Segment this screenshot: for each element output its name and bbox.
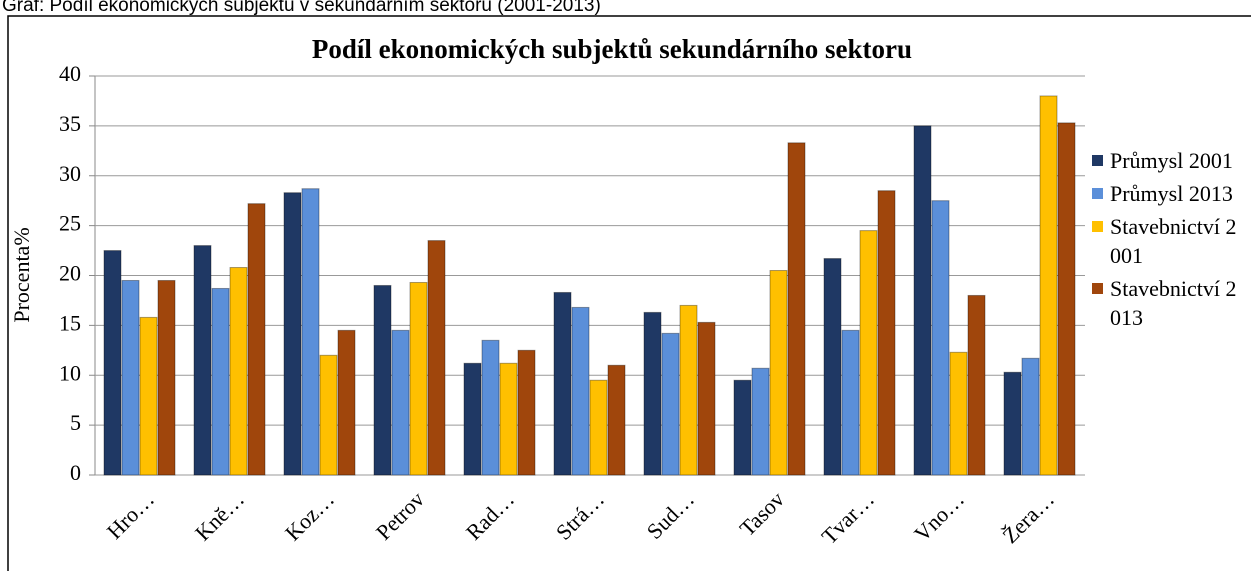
bar (769, 270, 788, 476)
y-tick-label: 40 (59, 61, 81, 86)
legend-label: Stavebnictví 2001 (1110, 214, 1237, 268)
legend-label: Průmysl 2013 (1110, 181, 1233, 206)
legend-swatch (1092, 221, 1103, 232)
bar (823, 258, 842, 476)
bar (1039, 95, 1058, 476)
x-tick-label: Koz… (280, 486, 339, 545)
legend: Průmysl 2001 Průmysl 2013 Stavebnictví 200… (1092, 146, 1237, 336)
chart-border (7, 15, 1251, 571)
bar (841, 329, 860, 476)
bar (301, 188, 320, 476)
bar (409, 281, 428, 476)
bar (589, 379, 608, 476)
bar (517, 349, 536, 476)
bar (607, 364, 626, 476)
bar (931, 200, 950, 476)
bar (949, 351, 968, 476)
bar (157, 279, 176, 476)
bar (463, 362, 482, 476)
y-tick-label: 10 (59, 360, 81, 385)
x-tick-label: Žera… (997, 486, 1059, 548)
bar (319, 354, 338, 476)
bar (733, 379, 752, 476)
bar (661, 332, 680, 476)
y-tick-label: 20 (59, 261, 81, 286)
x-tick-label: Vno… (909, 486, 969, 546)
bar (877, 190, 896, 476)
x-tick-label: Sud… (642, 486, 699, 543)
bar (499, 362, 518, 476)
bar (751, 367, 770, 476)
legend-entry: Stavebnictví 2001 (1092, 212, 1237, 270)
bar (1021, 357, 1040, 476)
bar (913, 125, 932, 476)
legend-swatch (1092, 283, 1103, 294)
legend-label: Stavebnictví 2013 (1110, 276, 1237, 330)
x-tick-label: Petrov (371, 486, 429, 544)
caption: Graf: Podíl ekonomických subjektů v seku… (2, 0, 601, 16)
bar (571, 306, 590, 476)
legend-label: Průmysl 2001 (1110, 148, 1233, 173)
x-tick-label: Tvar… (817, 486, 880, 549)
x-tick-label: Tasov (734, 486, 789, 541)
y-axis-label: Procenta% (9, 227, 34, 322)
bar (103, 250, 122, 476)
bar (643, 311, 662, 476)
bar (139, 316, 158, 476)
y-tick-label: 30 (59, 161, 81, 186)
y-tick-label: 25 (59, 211, 81, 236)
bar (211, 287, 230, 476)
chart-title: Podíl ekonomických subjektů sekundárního… (312, 34, 912, 64)
bar (193, 245, 212, 476)
legend-entry: Stavebnictví 2013 (1092, 274, 1237, 332)
x-tick-label: Rad… (461, 486, 519, 544)
bar (553, 291, 572, 476)
bar (1057, 122, 1076, 476)
bar (373, 284, 392, 476)
y-tick-label: 15 (59, 310, 81, 335)
bar (247, 203, 266, 476)
bar (337, 329, 356, 476)
legend-swatch (1092, 155, 1103, 166)
y-tick-label: 5 (70, 410, 81, 435)
bar (697, 321, 716, 476)
x-tick-label: Hro… (102, 486, 159, 543)
bar (679, 304, 698, 476)
bar (481, 339, 500, 476)
x-tick-label: Strá… (551, 486, 609, 544)
bar (427, 240, 446, 476)
bar (283, 192, 302, 476)
legend-entry: Průmysl 2013 (1092, 179, 1237, 208)
legend-swatch (1092, 188, 1103, 199)
bar (967, 294, 986, 476)
y-tick-label: 0 (70, 460, 81, 485)
bar (229, 267, 248, 476)
y-tick-label: 35 (59, 111, 81, 136)
x-tick-label: Knĕ… (190, 486, 249, 545)
legend-entry: Průmysl 2001 (1092, 146, 1237, 175)
bar (859, 230, 878, 476)
bar (391, 329, 410, 476)
bar (121, 279, 140, 476)
bar (1003, 371, 1022, 476)
bar (787, 142, 806, 476)
